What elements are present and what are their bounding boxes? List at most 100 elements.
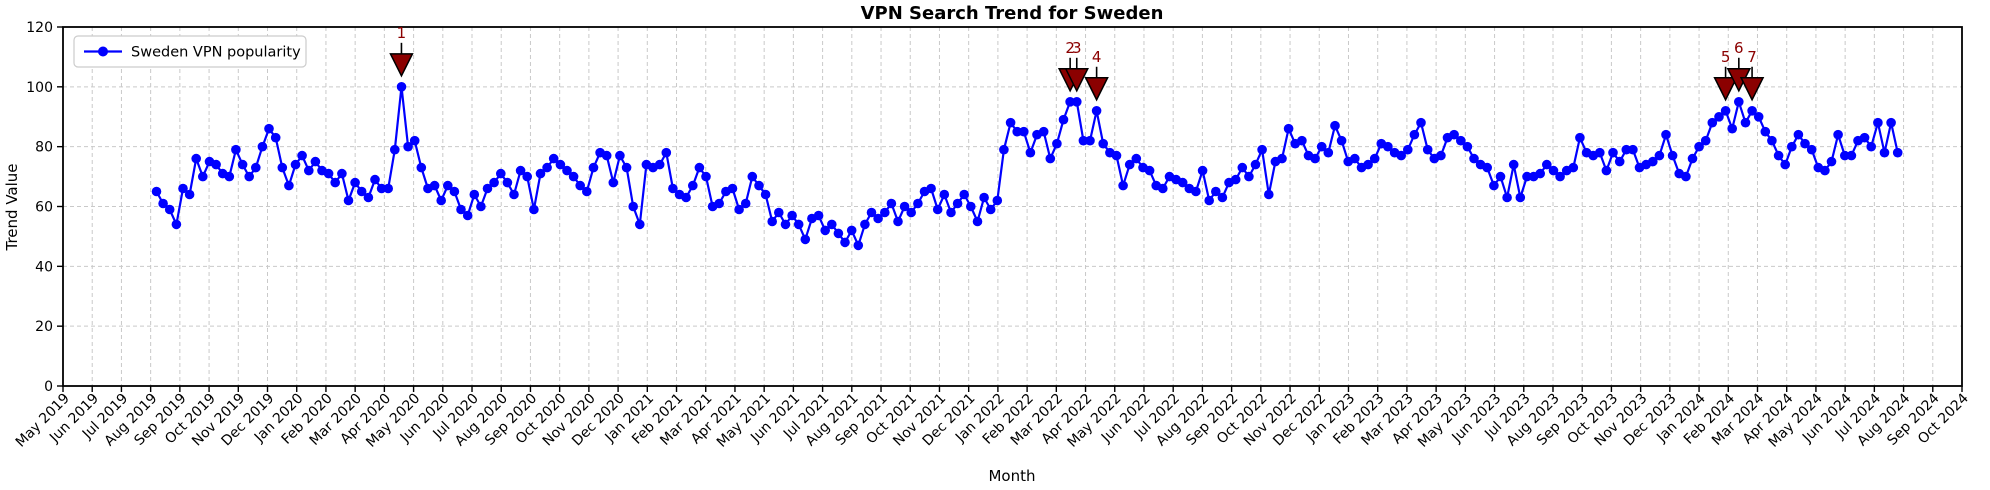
- data-point: [1416, 117, 1426, 128]
- data-point: [820, 225, 830, 236]
- data-point: [926, 183, 936, 194]
- data-point: [714, 198, 724, 209]
- data-point: [1456, 135, 1466, 146]
- data-point: [1601, 165, 1612, 176]
- data-point: [1727, 123, 1737, 134]
- data-point: [184, 189, 195, 200]
- data-point: [1568, 162, 1579, 173]
- data-point: [1820, 165, 1830, 176]
- data-point: [747, 171, 758, 182]
- data-point: [1681, 171, 1691, 182]
- data-point: [601, 150, 612, 161]
- data-point: [1297, 135, 1307, 146]
- legend-label: Sweden VPN popularity: [131, 45, 301, 61]
- legend-box: [73, 35, 307, 68]
- data-point: [1283, 123, 1294, 134]
- data-point: [284, 180, 294, 191]
- data-point: [443, 180, 453, 191]
- data-point: [237, 159, 248, 170]
- data-point: [1065, 97, 1075, 107]
- data-point: [1661, 129, 1671, 140]
- data-point: [264, 123, 274, 134]
- data-point: [985, 204, 996, 215]
- plot-box: [62, 26, 1963, 387]
- data-point: [1535, 168, 1545, 179]
- data-point: [635, 219, 645, 230]
- data-point: [356, 186, 367, 197]
- data-point: [1005, 117, 1016, 128]
- data-point: [654, 159, 665, 170]
- data-point: [588, 162, 599, 173]
- series-sweden-vpn: [151, 82, 1903, 251]
- data-point: [952, 198, 963, 209]
- data-point: [1555, 171, 1565, 182]
- data-point: [992, 195, 1003, 206]
- data-point: [1502, 192, 1512, 203]
- data-point: [151, 186, 162, 197]
- data-point: [1144, 165, 1155, 176]
- data-point: [681, 192, 691, 203]
- data-point: [979, 192, 989, 203]
- data-point: [496, 168, 506, 179]
- data-point: [661, 147, 672, 158]
- data-point: [502, 177, 513, 188]
- data-point: [469, 189, 480, 200]
- data-point: [1409, 129, 1420, 140]
- data-point: [350, 177, 360, 188]
- y-tick-label: 40: [35, 259, 53, 275]
- data-point: [873, 213, 883, 224]
- data-point: [1542, 159, 1552, 170]
- annotation-label: 7: [1747, 48, 1757, 66]
- data-point: [1257, 144, 1267, 155]
- data-point: [1654, 150, 1665, 161]
- data-point: [304, 165, 314, 176]
- data-point: [886, 198, 897, 209]
- data-point: [383, 183, 394, 194]
- data-point: [198, 171, 208, 182]
- annotation-triangle-icon: [1739, 77, 1765, 102]
- data-point: [1694, 141, 1704, 152]
- data-point: [1886, 117, 1896, 128]
- data-point: [688, 180, 698, 191]
- data-point: [1595, 147, 1605, 158]
- data-point: [1237, 162, 1248, 173]
- data-point: [575, 180, 585, 191]
- data-point: [1873, 117, 1883, 128]
- data-point: [694, 162, 705, 173]
- data-point: [628, 201, 638, 212]
- data-point: [972, 216, 983, 227]
- grid-lines: [63, 27, 1963, 386]
- data-point: [1131, 153, 1142, 164]
- data-point: [277, 162, 288, 173]
- data-point: [1091, 106, 1102, 116]
- data-point: [734, 204, 744, 215]
- data-point: [833, 228, 844, 239]
- data-point: [1767, 135, 1777, 146]
- data-point: [615, 150, 625, 161]
- data-point: [1025, 147, 1036, 158]
- data-point: [827, 219, 837, 230]
- data-point: [1310, 153, 1320, 164]
- data-point: [913, 198, 923, 209]
- data-point: [1436, 150, 1446, 161]
- data-point: [1621, 144, 1632, 155]
- data-point: [158, 198, 168, 209]
- data-point: [542, 162, 552, 173]
- annotation-label: 2: [1065, 39, 1075, 57]
- annotation-label: 3: [1072, 39, 1082, 57]
- data-point: [893, 216, 903, 227]
- data-point: [1038, 126, 1049, 137]
- data-point: [780, 219, 791, 230]
- data-point: [939, 189, 950, 200]
- data-point: [1197, 165, 1208, 176]
- data-point: [171, 219, 182, 230]
- data-point: [959, 189, 969, 200]
- data-point: [1714, 112, 1724, 122]
- data-point: [1363, 159, 1373, 170]
- data-point: [1489, 180, 1499, 191]
- data-point: [946, 207, 956, 218]
- data-point: [1264, 189, 1274, 200]
- data-point: [562, 165, 572, 176]
